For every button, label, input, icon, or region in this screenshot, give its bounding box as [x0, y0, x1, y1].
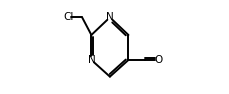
Text: N: N — [87, 55, 95, 65]
Text: N: N — [106, 12, 113, 22]
Text: O: O — [153, 55, 161, 65]
Text: Cl: Cl — [63, 12, 73, 22]
